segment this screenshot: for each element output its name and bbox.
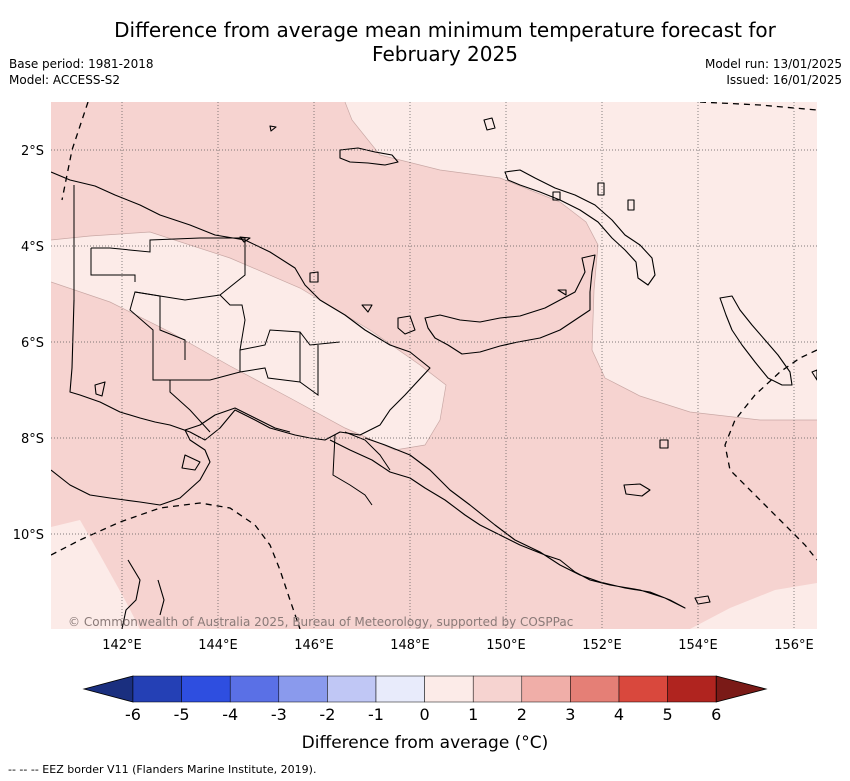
model-run: Model run: 13/01/2025 [704, 57, 842, 71]
anomaly-band-0-1-central [51, 232, 446, 450]
map-title: Difference from average mean minimum tem… [90, 18, 800, 66]
colorbar-swatch [521, 675, 571, 703]
colorbar-tick-label: -6 [125, 705, 141, 724]
colorbar-tick-label: 6 [711, 705, 721, 724]
colorbar-swatch [667, 675, 717, 703]
colorbar-swatch [424, 675, 474, 703]
gridlines [51, 102, 817, 629]
colorbar-swatch [570, 675, 620, 703]
colorbar-swatch [181, 675, 231, 703]
colorbar-swatch [618, 675, 668, 703]
colorbar-tick-label: 4 [614, 705, 624, 724]
colorbar-swatch [472, 675, 523, 703]
anomaly-band-0-1-northeast [345, 102, 817, 420]
colorbar-tick-label: -2 [319, 705, 335, 724]
lon-label: 152°E [582, 638, 622, 653]
model-info: Base period: 1981-2018 Model: ACCESS-S2 [9, 56, 154, 88]
lon-label: 144°E [198, 638, 238, 653]
colorbar-tick-label: 3 [565, 705, 575, 724]
south-coast [329, 437, 686, 609]
colorbar-swatch [375, 675, 425, 703]
lon-label: 148°E [390, 638, 430, 653]
lon-label: 142°E [102, 638, 142, 653]
copyright-notice: © Commonwealth of Australia 2025, Bureau… [68, 615, 573, 629]
new-guinea-coast [51, 171, 431, 441]
colorbar-swatch [278, 675, 328, 703]
anomaly-band-0-1-southwest [51, 520, 140, 629]
colorbar-tick-label: 0 [420, 705, 430, 724]
colorbar-tick-label: -4 [222, 705, 238, 724]
colorbar-swatch [327, 675, 377, 703]
colorbar-extend-low [82, 675, 134, 703]
colorbar-tick-label: 2 [517, 705, 527, 724]
colorbar-swatch [132, 675, 182, 703]
province-borders [73, 185, 391, 506]
colorbar-tick-label: -5 [174, 705, 190, 724]
colorbar-tick-label: 1 [468, 705, 478, 724]
latitude-labels: 2°S 4°S 6°S 8°S 10°S [13, 144, 44, 543]
lon-label: 154°E [678, 638, 718, 653]
contour-lines [51, 102, 817, 451]
lat-label: 6°S [21, 336, 44, 351]
lat-label: 8°S [21, 432, 44, 447]
colorbar-tick-label: 5 [663, 705, 673, 724]
base-period: Base period: 1981-2018 [9, 57, 154, 71]
eez-borders [51, 102, 817, 629]
lat-label: 10°S [13, 528, 44, 543]
new-britain-island [424, 254, 596, 355]
lat-label: 4°S [21, 240, 44, 255]
bougainville-island [719, 295, 793, 386]
colorbar-extend-high [715, 675, 768, 703]
lon-label: 146°E [294, 638, 334, 653]
lon-label: 150°E [486, 638, 526, 653]
title-line-2: February 2025 [372, 42, 518, 66]
issued-date: Issued: 16/01/2025 [726, 73, 842, 87]
eez-legend-note: -- -- -- EEZ border V11 (Flanders Marine… [8, 763, 317, 776]
anomaly-band-0-1-southeast [690, 583, 817, 629]
coastlines [51, 117, 817, 629]
map-area: © Commonwealth of Australia 2025, Bureau… [51, 102, 817, 629]
colorbar-label: Difference from average (°C) [301, 733, 549, 753]
colorbar-tick-label: -1 [368, 705, 384, 724]
lon-label: 156°E [774, 638, 814, 653]
colorbar: -6 -5 -4 -3 -2 -1 0 1 2 3 4 5 6 [82, 675, 768, 724]
longitude-labels: 142°E 144°E 146°E 148°E 150°E 152°E 154°… [102, 638, 814, 653]
colorbar-swatch [229, 675, 280, 703]
run-info: Model run: 13/01/2025 Issued: 16/01/2025 [705, 56, 842, 88]
colorbar-tick-label: -3 [271, 705, 287, 724]
title-line-1: Difference from average mean minimum tem… [114, 18, 776, 42]
lat-label: 2°S [21, 144, 44, 159]
model-name: Model: ACCESS-S2 [9, 73, 121, 87]
